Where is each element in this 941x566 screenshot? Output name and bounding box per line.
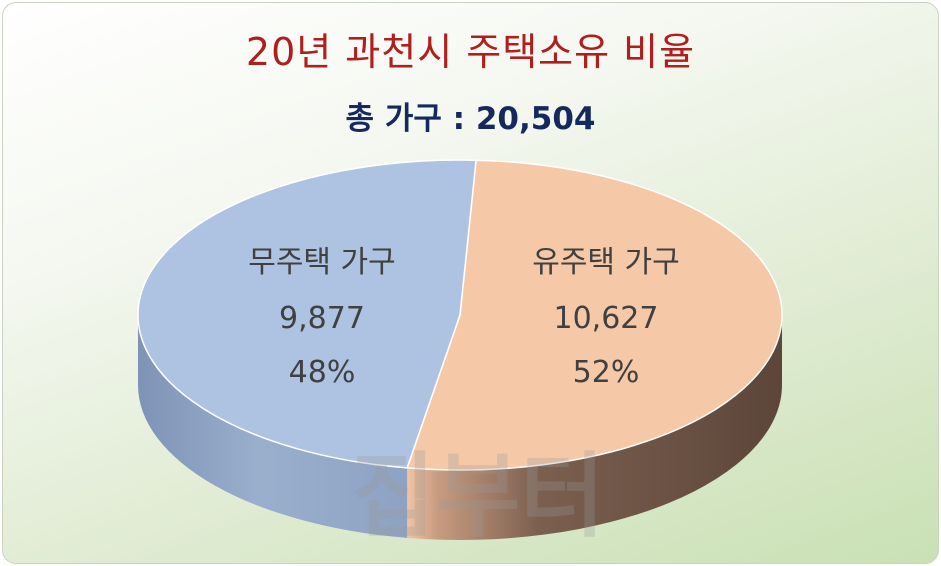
slice-label-percent: 48% — [289, 355, 356, 390]
slice-label-name: 유주택 가구 — [532, 245, 680, 280]
slice-label-name: 무주택 가구 — [248, 245, 396, 280]
slice-label-percent: 52% — [573, 355, 640, 390]
slice-side-house — [407, 315, 782, 540]
slice-label-value: 9,877 — [279, 301, 365, 336]
slice-side-no-house — [138, 315, 408, 538]
watermark: 집부터 — [351, 443, 605, 550]
slice-no-house — [137, 159, 477, 469]
chart-title: 20년 과천시 주택소유 비율 — [245, 30, 696, 74]
slice-house — [406, 159, 783, 471]
slice-label-value: 10,627 — [554, 301, 659, 336]
chart-subtitle: 총 가구 : 20,504 — [345, 101, 596, 137]
